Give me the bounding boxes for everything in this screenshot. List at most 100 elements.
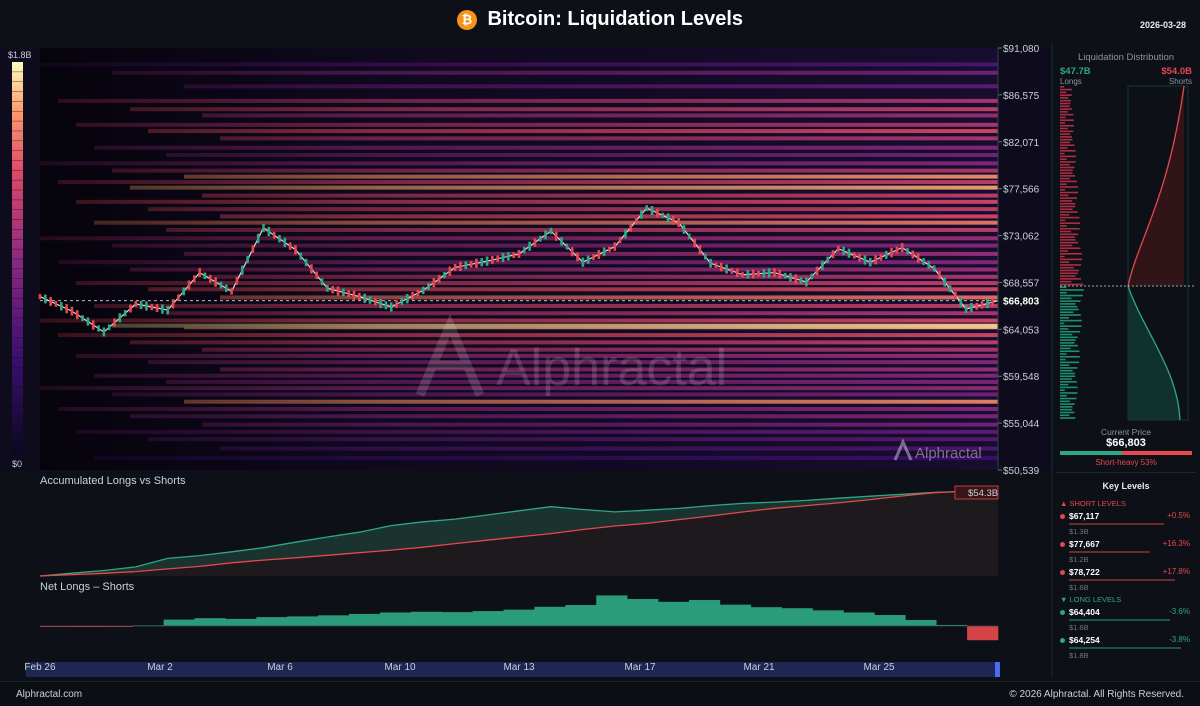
distribution-hist-bar (1060, 344, 1079, 347)
distribution-hist-bar (1060, 389, 1065, 391)
distribution-hist-bar (1060, 266, 1074, 269)
candle (272, 231, 276, 239)
acc-end-tag: $54.3B (968, 488, 998, 499)
candle (906, 247, 909, 255)
distribution-hist-bar (1060, 417, 1076, 419)
watermark: Alphractal (415, 313, 727, 397)
net-bar (441, 612, 473, 626)
heatmap-chart: Alphractal Alphractal $91,080 $86,575 $82,07… (0, 44, 1050, 477)
candle (193, 275, 196, 283)
candle (294, 245, 297, 255)
level-price: $77,667 (1069, 539, 1100, 549)
watermark-small-text: Alphractal (915, 445, 982, 462)
candle (256, 233, 260, 244)
candle (177, 294, 180, 301)
candle (203, 272, 207, 279)
shorts-cumulative-line (1127, 85, 1185, 287)
distribution-hist-bar (1060, 294, 1083, 297)
candle (107, 324, 111, 331)
distribution-hist-bar (1060, 392, 1078, 394)
date-tick-label: Mar 13 (503, 662, 535, 673)
candle (863, 255, 867, 265)
distribution-hist-bar (1060, 286, 1067, 288)
acc-end-tag-bg (954, 485, 999, 500)
candle (682, 225, 686, 234)
distribution-hist-bar (1060, 214, 1070, 216)
candle (693, 238, 696, 248)
candle (948, 285, 952, 293)
candle (315, 271, 319, 280)
distribution-hist-bar (1060, 275, 1076, 277)
price-tick-label: $68,557 (1003, 278, 1040, 289)
distribution-hist-bar (1060, 97, 1069, 99)
distribution-hist-bar (1060, 328, 1069, 330)
colorbar-min-label: $0 (12, 459, 22, 469)
candle (890, 247, 893, 258)
date-tick-label: Mar 25 (863, 662, 895, 673)
candle (773, 268, 776, 277)
distribution-hist-bar (1060, 122, 1066, 124)
distribution-hist-bar (1060, 367, 1078, 369)
candle (240, 265, 244, 275)
candle (336, 286, 340, 296)
distribution-hist-bar (1060, 364, 1070, 366)
candle (224, 284, 228, 292)
distribution-hist-bar (1060, 394, 1067, 397)
candle (161, 304, 164, 314)
candle (517, 249, 521, 258)
net-bar (627, 598, 659, 626)
bitcoin-icon: ₿ (456, 9, 477, 30)
distribution-hist-bar (1060, 244, 1073, 247)
candle (347, 290, 350, 298)
distribution-hist-bar (1060, 386, 1078, 389)
candle (374, 298, 377, 306)
distribution-hist-bar (1060, 158, 1067, 160)
distribution-hist-bar (1060, 406, 1073, 408)
distribution-hist-bar (1060, 211, 1078, 213)
candle (922, 258, 925, 265)
alphractal-logo-icon (415, 313, 485, 397)
candle (608, 246, 611, 252)
price-tick-label: $91,080 (1003, 44, 1040, 55)
distribution-hist-bar (1060, 227, 1080, 230)
candle (975, 302, 979, 310)
net-bar (503, 609, 535, 626)
ratio-label: Short-heavy 53% (1095, 458, 1157, 467)
candle (810, 273, 814, 280)
distribution-hist-bar (1060, 133, 1071, 135)
net-bar (349, 613, 381, 626)
candle (400, 297, 404, 305)
candle (554, 231, 558, 241)
level-price: $67,117 (1069, 511, 1100, 521)
shorts-label: Shorts (1168, 77, 1192, 86)
distribution-hist-bar (1060, 322, 1065, 325)
distribution-hist-bar (1060, 375, 1076, 378)
distribution-hist-bar (1060, 280, 1072, 283)
distribution-hist-bar (1060, 291, 1067, 294)
distribution-hist-bar (1060, 86, 1064, 88)
net-bar (750, 607, 782, 626)
candle (794, 274, 798, 284)
distribution-hist-bar (1060, 216, 1080, 219)
level-strength-bar (1069, 619, 1170, 621)
candle (214, 277, 217, 287)
candle (661, 212, 664, 219)
candle (86, 317, 90, 326)
candle (970, 303, 973, 313)
candle (134, 300, 138, 307)
candle (719, 262, 723, 272)
candle (688, 233, 691, 239)
candle (523, 246, 526, 254)
distribution-hist-bar (1060, 202, 1076, 205)
distribution-hist-bar (1060, 414, 1070, 417)
distribution-hist-bar (1060, 138, 1073, 141)
candle (964, 305, 968, 314)
distribution-hist-bar (1060, 358, 1066, 361)
date-tick-label: Mar 2 (147, 662, 173, 673)
net-bar (40, 626, 72, 627)
candle (741, 272, 744, 278)
candle (597, 249, 601, 259)
net-bar (101, 626, 134, 627)
candle (725, 264, 728, 274)
candle (427, 283, 430, 290)
